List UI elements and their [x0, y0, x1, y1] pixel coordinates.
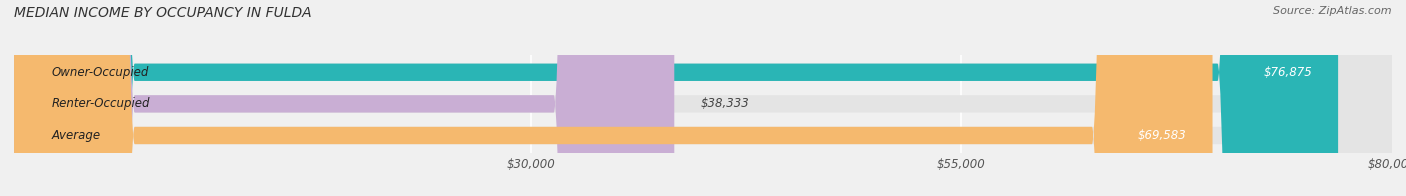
FancyBboxPatch shape	[14, 0, 1392, 196]
Text: Source: ZipAtlas.com: Source: ZipAtlas.com	[1274, 6, 1392, 16]
Text: MEDIAN INCOME BY OCCUPANCY IN FULDA: MEDIAN INCOME BY OCCUPANCY IN FULDA	[14, 6, 312, 20]
FancyBboxPatch shape	[14, 0, 675, 196]
FancyBboxPatch shape	[14, 0, 1212, 196]
Text: $38,333: $38,333	[700, 97, 749, 110]
FancyBboxPatch shape	[14, 0, 1392, 196]
Text: $76,875: $76,875	[1264, 66, 1312, 79]
Text: Renter-Occupied: Renter-Occupied	[52, 97, 150, 110]
Text: Owner-Occupied: Owner-Occupied	[52, 66, 149, 79]
FancyBboxPatch shape	[14, 0, 1392, 196]
FancyBboxPatch shape	[14, 0, 1339, 196]
Text: Average: Average	[52, 129, 101, 142]
Text: $69,583: $69,583	[1137, 129, 1187, 142]
